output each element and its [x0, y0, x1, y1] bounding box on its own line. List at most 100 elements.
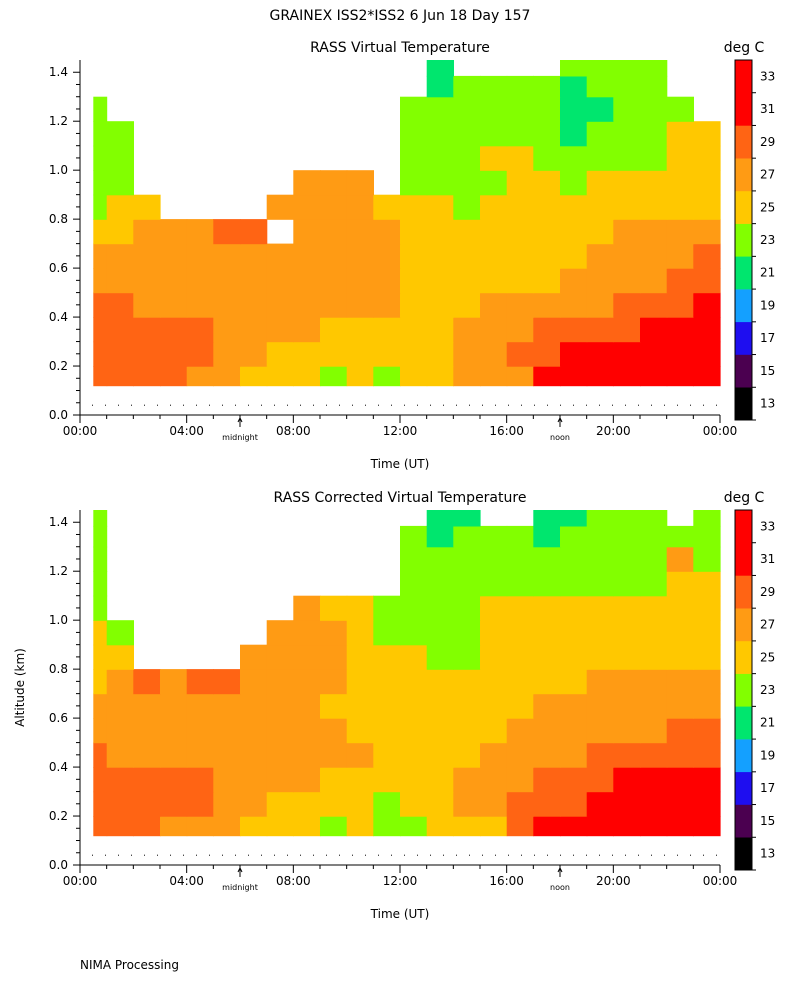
heatmap-cell: [426, 317, 454, 343]
heatmap-cell: [480, 243, 508, 269]
heatmap-cell: [586, 268, 614, 294]
heatmap-cell: [400, 243, 428, 269]
heatmap-cell: [93, 96, 108, 122]
heatmap-cell: [560, 145, 588, 171]
heatmap-cell: [560, 791, 588, 817]
heatmap-cell: [586, 525, 614, 548]
heatmap-cell: [613, 75, 641, 98]
heatmap-cell: [666, 96, 694, 122]
colorbar-band: [735, 158, 752, 192]
heatmap-cell: [400, 669, 428, 695]
heatmap-cell: [453, 170, 481, 196]
heatmap-cell: [93, 194, 108, 220]
heatmap-cell: [453, 341, 481, 367]
heatmap-cell: [533, 620, 561, 646]
heatmap-cell: [560, 571, 588, 597]
gate-dot: [183, 404, 184, 406]
heatmap-cell: [533, 75, 561, 98]
heatmap-cell: [693, 644, 721, 670]
heatmap-cell: [266, 243, 294, 269]
heatmap-cell: [293, 767, 321, 793]
heatmap-cell: [106, 718, 134, 744]
colorbar-level-label: 25: [760, 200, 775, 214]
heatmap-cell: [400, 816, 428, 837]
heatmap-cell: [640, 268, 668, 294]
heatmap-cell: [480, 121, 508, 147]
marker-arrow-icon: [557, 866, 563, 873]
heatmap-cell: [506, 767, 534, 793]
gate-dot: [495, 404, 496, 406]
heatmap-cell: [400, 525, 428, 548]
heatmap-cell: [426, 767, 454, 793]
y-tick-label: 0.2: [49, 809, 68, 823]
heatmap-cell: [506, 546, 534, 572]
heatmap-cell: [613, 341, 641, 367]
heatmap-cell: [480, 767, 508, 793]
heatmap-cell: [426, 742, 454, 768]
x-axis-label: Time (UT): [370, 907, 430, 921]
heatmap-cell: [693, 268, 721, 294]
gate-dot: [417, 404, 418, 406]
heatmap-cell: [93, 644, 108, 670]
heatmap-cell: [480, 75, 508, 98]
colorbar-band: [735, 837, 752, 871]
heatmap-cell: [93, 742, 108, 768]
heatmap-cell: [560, 317, 588, 343]
heatmap-cell: [586, 816, 614, 837]
heatmap-cell: [93, 767, 108, 793]
heatmap-cell: [613, 96, 641, 122]
heatmap-cell: [400, 170, 428, 196]
heatmap-cell: [320, 718, 348, 744]
heatmap-cell: [693, 693, 721, 719]
heatmap-cell: [93, 366, 108, 387]
gate-dot: [456, 404, 457, 406]
heatmap-cell: [453, 525, 481, 548]
gate-dot: [352, 854, 353, 856]
gate-dot: [144, 854, 145, 856]
heatmap-cell: [133, 669, 161, 695]
footer-processing-note: NIMA Processing: [80, 958, 179, 972]
heatmap-cell: [453, 145, 481, 171]
heatmap-cell: [533, 742, 561, 768]
heatmap-cell: [346, 693, 374, 719]
heatmap-cell: [693, 317, 721, 343]
heatmap-cell: [266, 268, 294, 294]
heatmap-cell: [93, 292, 108, 318]
heatmap-cell: [480, 644, 508, 670]
gate-dot: [638, 404, 639, 406]
heatmap-cell: [613, 644, 641, 670]
gate-dot: [326, 404, 327, 406]
heatmap-cell: [533, 791, 561, 817]
heatmap-cell: [240, 292, 268, 318]
heatmap-cell: [373, 669, 401, 695]
colorbar-band: [735, 354, 752, 388]
gate-dot: [196, 854, 197, 856]
heatmap-cell: [666, 767, 694, 793]
heatmap-cell: [133, 341, 161, 367]
heatmap-cell: [106, 620, 134, 646]
heatmap-cell: [586, 571, 614, 597]
heatmap-cell: [266, 693, 294, 719]
heatmap-cell: [480, 546, 508, 572]
heatmap-cell: [400, 693, 428, 719]
gate-dot: [612, 854, 613, 856]
heatmap-cell: [480, 742, 508, 768]
heatmap-cell: [93, 693, 108, 719]
heatmap-cell: [613, 121, 641, 147]
heatmap-cell: [106, 194, 134, 220]
gate-dot: [222, 404, 223, 406]
gate-dot: [209, 404, 210, 406]
heatmap-cell: [506, 595, 534, 621]
heatmap-cell: [213, 292, 241, 318]
heatmap-cell: [560, 194, 588, 220]
heatmap-cell: [613, 60, 641, 77]
heatmap-cell: [160, 366, 188, 387]
heatmap-cell: [693, 170, 721, 196]
heatmap-cell: [93, 268, 108, 294]
heatmap-cell: [93, 546, 108, 572]
y-tick-label: 1.4: [49, 515, 68, 529]
heatmap-cell: [533, 292, 561, 318]
colorbar-level-label: 13: [760, 397, 775, 411]
heatmap-cell: [293, 268, 321, 294]
heatmap-cell: [613, 194, 641, 220]
